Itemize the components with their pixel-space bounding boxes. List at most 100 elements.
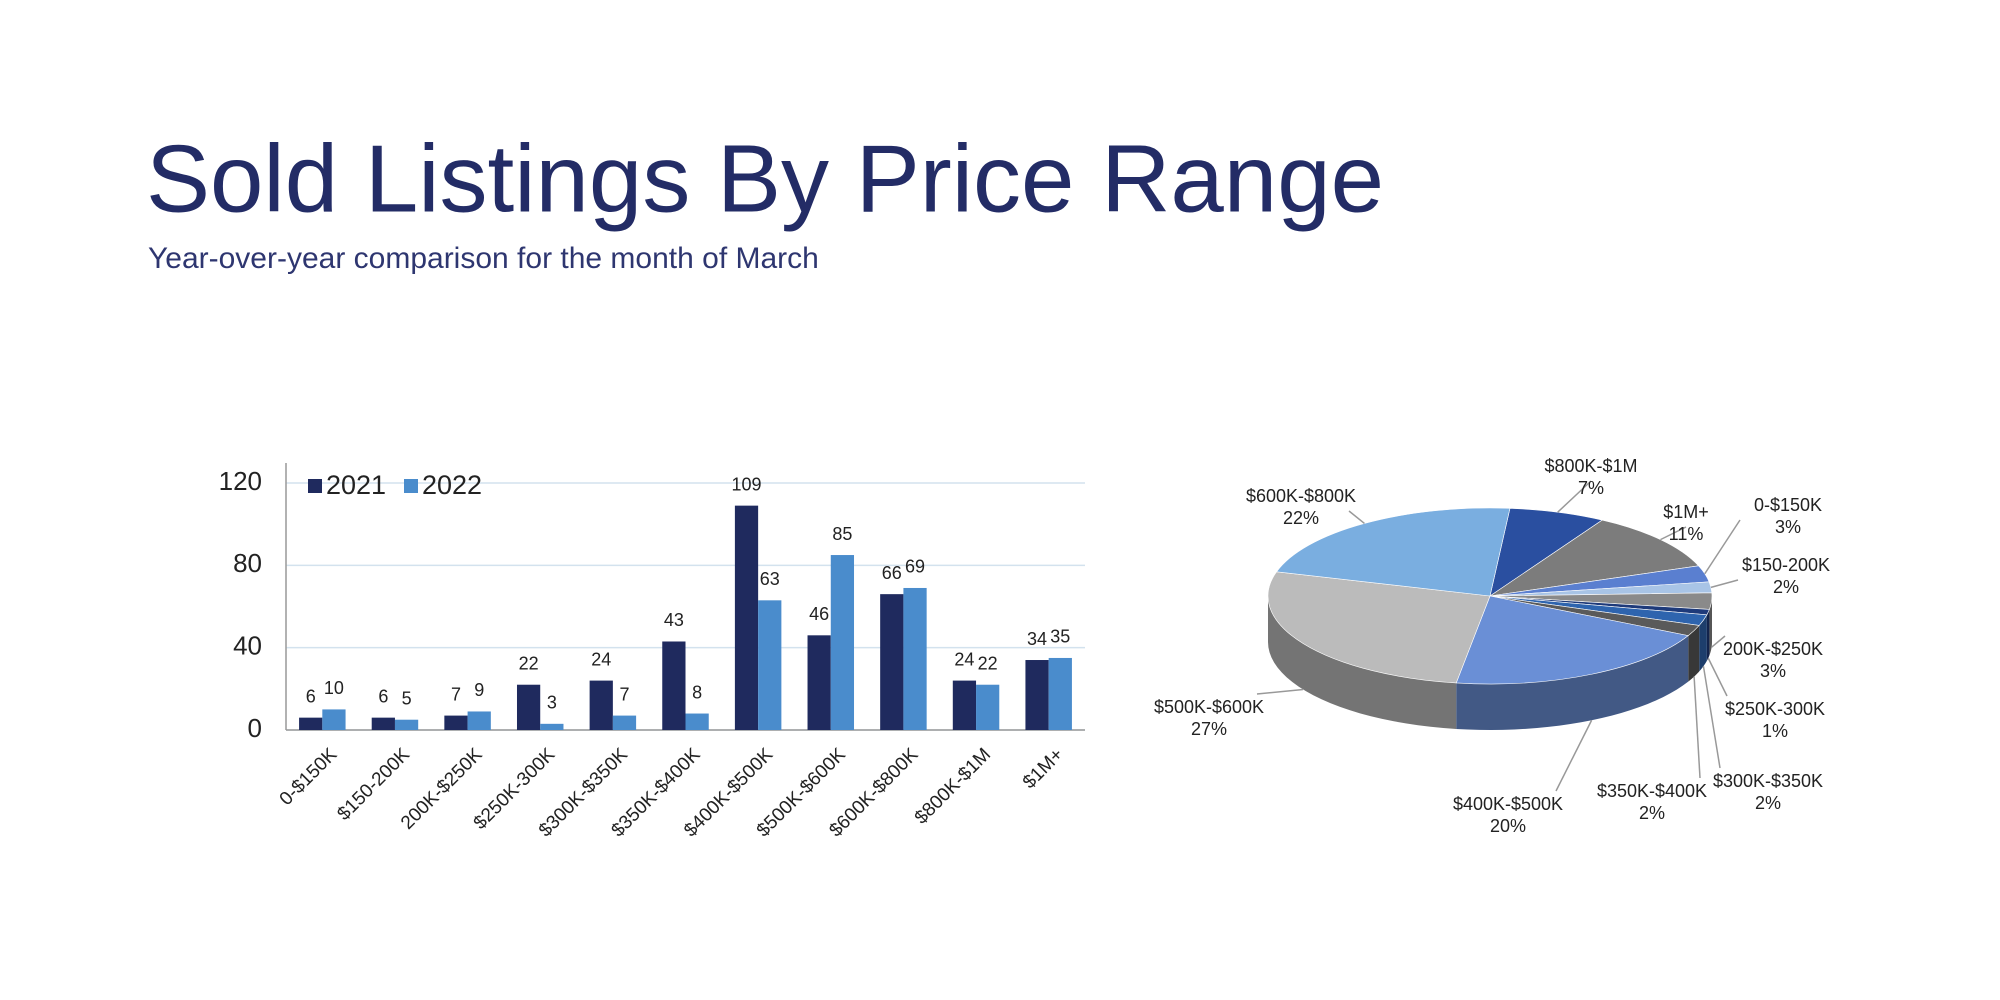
slice-side (1699, 614, 1707, 672)
slice-label: $250K-300K (1725, 699, 1825, 719)
leader-line (1704, 519, 1741, 575)
leader-line (1555, 719, 1593, 792)
value-label: 46 (809, 604, 829, 624)
value-label: 7 (451, 684, 461, 704)
value-label: 66 (882, 563, 902, 583)
leader-line (1256, 688, 1304, 695)
bar (880, 594, 904, 730)
bar (371, 717, 395, 730)
value-label: 35 (1050, 627, 1070, 647)
bar (758, 600, 782, 730)
legend-label: 2021 (326, 470, 386, 500)
slice-value-label: 2% (1755, 793, 1781, 813)
bar (903, 587, 927, 730)
y-tick-label: 80 (233, 548, 262, 578)
leader-line (1702, 666, 1721, 769)
slice-label: $1M+ (1663, 502, 1709, 522)
leader-line (1711, 635, 1726, 648)
slice-side (1709, 596, 1712, 656)
slice (1276, 507, 1511, 597)
slice-value-label: 2% (1773, 577, 1799, 597)
bar (976, 684, 1000, 730)
leader-line (1693, 676, 1701, 779)
legend-swatch (404, 479, 418, 493)
slice-value-label: 3% (1775, 517, 1801, 537)
legend-swatch (308, 479, 322, 493)
leader-line (1660, 526, 1687, 541)
bar (662, 641, 686, 730)
value-label: 5 (402, 688, 412, 708)
page-subtitle: Year-over-year comparison for the month … (148, 242, 819, 275)
slice (1455, 595, 1689, 685)
bar (516, 684, 541, 730)
slice-label: $800K-$1M (1544, 456, 1637, 476)
leader-line (1710, 579, 1739, 589)
value-label: 69 (905, 557, 925, 577)
value-label: 34 (1027, 629, 1047, 649)
y-tick-label: 40 (233, 631, 262, 661)
value-label: 85 (832, 524, 852, 544)
value-label: 24 (591, 649, 611, 669)
value-label: 6 (378, 686, 388, 706)
leader-line (1348, 510, 1365, 525)
value-label: 109 (731, 474, 761, 494)
slice-value-label: 11% (1669, 524, 1704, 544)
slice-side (1706, 609, 1710, 661)
value-label: 43 (664, 610, 684, 630)
slice-value-label: 27% (1191, 719, 1227, 739)
bar (830, 555, 855, 730)
bar (734, 505, 759, 730)
bar (394, 719, 419, 730)
slice-label: $500K-$600K (1154, 697, 1264, 717)
bar (807, 635, 831, 730)
slice-side (1456, 635, 1689, 730)
value-label: 24 (954, 649, 974, 669)
bar (540, 723, 564, 730)
y-tick-label: 120 (219, 466, 262, 496)
slice (1489, 519, 1700, 597)
slice-value-label: 1% (1762, 721, 1788, 741)
slice-value-label: 20% (1490, 816, 1526, 836)
value-label: 22 (978, 653, 998, 673)
slice-label: $350K-$400K (1597, 781, 1707, 801)
slice-side (1688, 625, 1700, 682)
slice-side (1268, 596, 1457, 729)
bar (952, 680, 977, 730)
value-label: 10 (324, 678, 344, 698)
legend-label: 2022 (422, 470, 482, 500)
value-label: 22 (519, 653, 539, 673)
y-tick-label: 0 (248, 713, 262, 743)
bar (1025, 660, 1049, 730)
value-label: 8 (692, 682, 702, 702)
value-label: 9 (474, 680, 484, 700)
bar (612, 715, 637, 730)
bar (685, 713, 709, 730)
bar (589, 680, 613, 730)
value-label: 6 (306, 686, 316, 706)
slice (1267, 571, 1491, 684)
bar (444, 715, 468, 730)
slice-value-label: 7% (1578, 478, 1604, 498)
bar (1048, 657, 1072, 730)
leader-line (1707, 657, 1728, 697)
value-label: 63 (760, 569, 780, 589)
slice-label: 200K-$250K (1723, 639, 1823, 659)
bar (322, 709, 346, 730)
slice-value-label: 3% (1760, 661, 1786, 681)
slice-label: $600K-$800K (1246, 486, 1356, 506)
leader-line (1557, 480, 1592, 513)
slice-label: $300K-$350K (1713, 771, 1823, 791)
page-title: Sold Listings By Price Range (146, 125, 1384, 232)
slice-label: $150-200K (1742, 555, 1830, 575)
bar (299, 717, 323, 730)
value-label: 7 (619, 684, 629, 704)
slice-value-label: 22% (1283, 508, 1319, 528)
slice-value-label: 2% (1639, 803, 1665, 823)
slice-label: 0-$150K (1754, 495, 1822, 515)
bar (467, 711, 491, 730)
value-label: 3 (547, 693, 557, 713)
slice-label: $400K-$500K (1453, 794, 1563, 814)
